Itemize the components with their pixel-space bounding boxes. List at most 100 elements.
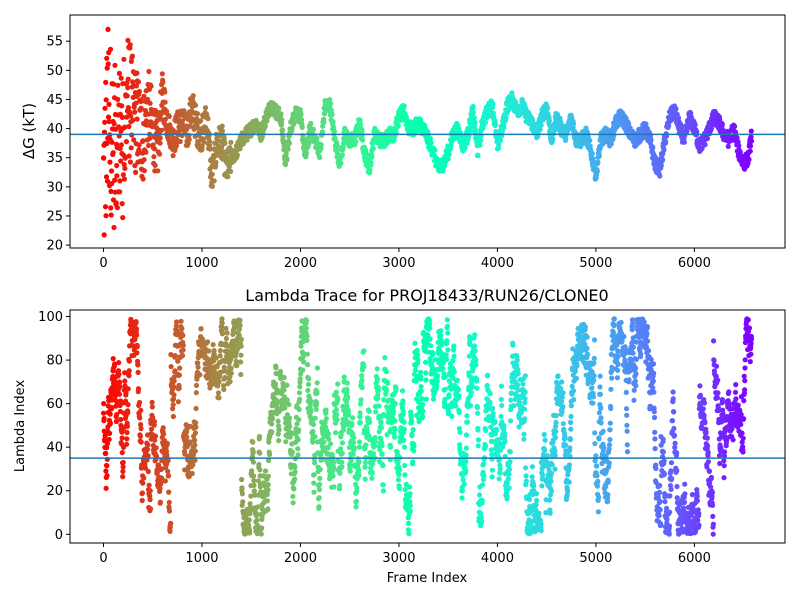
delta-g-data-point: [320, 123, 326, 129]
delta-g-data-point: [331, 128, 337, 134]
delta-g-data-point: [207, 139, 213, 145]
delta-g-x-tick-label: 6000: [678, 256, 711, 271]
delta-g-data-point: [109, 181, 115, 187]
delta-g-data-point: [181, 108, 187, 114]
lambda-data-point: [333, 389, 339, 395]
lambda-data-point: [195, 364, 201, 370]
lambda-data-point: [383, 368, 389, 375]
delta-g-data-point: [358, 121, 364, 127]
lambda-data-point: [251, 482, 257, 488]
lambda-data-point: [401, 419, 407, 425]
delta-g-data-point: [501, 125, 507, 131]
delta-g-data-point: [118, 142, 124, 148]
lambda-data-point: [312, 460, 318, 466]
lambda-data-point: [522, 396, 528, 402]
lambda-data-point: [161, 431, 167, 437]
lambda-data-point: [257, 450, 263, 456]
delta-g-data-point: [395, 123, 401, 129]
lambda-data-point: [104, 473, 110, 479]
lambda-data-point: [328, 441, 334, 447]
lambda-data-point: [362, 464, 368, 470]
lambda-data-point: [170, 402, 176, 408]
lambda-data-point: [419, 401, 426, 407]
delta-g-data-point: [663, 139, 669, 145]
lambda-data-point: [400, 411, 406, 417]
lambda-data-point: [414, 352, 421, 358]
lambda-data-point: [157, 499, 163, 505]
delta-g-data-point: [359, 128, 365, 134]
lambda-data-point: [134, 332, 140, 338]
lambda-data-point: [356, 459, 362, 465]
lambda-data-point: [153, 445, 159, 451]
delta-g-data-point: [130, 117, 136, 123]
lambda-data-point: [474, 376, 480, 382]
lambda-data-point: [290, 500, 296, 506]
delta-g-y-axis-label: ΔG (kT): [20, 103, 38, 159]
lambda-data-point: [107, 420, 113, 426]
lambda-data-point: [273, 365, 279, 371]
lambda-data-point: [373, 409, 379, 415]
lambda-data-point: [430, 396, 437, 402]
lambda-data-point: [479, 518, 485, 524]
lambda-data-point: [103, 485, 109, 491]
delta-g-data-point: [141, 93, 147, 99]
lambda-data-point: [553, 428, 559, 435]
delta-g-data-point: [280, 134, 286, 140]
lambda-data-point: [193, 382, 200, 388]
lambda-data-point: [468, 390, 474, 396]
lambda-data-point: [439, 340, 445, 346]
lambda-data-point: [490, 405, 496, 411]
delta-g-data-point: [118, 75, 124, 81]
lambda-data-point: [476, 492, 483, 498]
lambda-data-point: [135, 369, 141, 375]
lambda-data-point: [369, 475, 375, 481]
lambda-data-point: [334, 417, 340, 423]
lambda-data-point: [125, 386, 131, 392]
lambda-data-point: [483, 427, 489, 434]
delta-g-data-point: [197, 118, 204, 124]
lambda-data-point: [492, 419, 498, 425]
delta-g-data-point: [121, 161, 127, 168]
delta-g-data-point: [303, 150, 309, 156]
lambda-data-point: [505, 476, 511, 482]
delta-g-data-point: [222, 140, 228, 146]
lambda-data-point: [284, 382, 290, 388]
lambda-data-point: [337, 483, 343, 489]
delta-g-data-point: [143, 118, 149, 124]
delta-g-data-point: [659, 157, 666, 163]
lambda-data-point: [124, 429, 130, 436]
delta-g-data-point: [152, 146, 158, 152]
lambda-data-point: [565, 488, 571, 495]
lambda-data-point: [559, 394, 565, 400]
delta-g-data-point: [650, 144, 656, 150]
lambda-data-point: [539, 483, 545, 489]
lambda-data-point: [239, 485, 245, 491]
delta-g-data-point: [219, 128, 225, 134]
lambda-data-point: [264, 491, 270, 498]
delta-g-data-point: [108, 168, 115, 174]
lambda-data-point: [135, 362, 141, 368]
delta-g-data-point: [158, 127, 164, 133]
lambda-data-point: [331, 466, 337, 472]
lambda-data-point: [369, 469, 375, 475]
delta-g-y-tick-label: 20: [46, 239, 63, 254]
lambda-data-point: [479, 482, 486, 488]
lambda-data-point: [375, 395, 381, 401]
delta-g-data-point: [140, 138, 146, 144]
lambda-data-point: [221, 386, 227, 393]
lambda-data-point: [323, 416, 329, 422]
lambda-data-point: [511, 403, 517, 409]
lambda-data-point: [399, 388, 406, 394]
lambda-data-point: [549, 488, 555, 494]
lambda-data-point: [568, 413, 574, 420]
lambda-data-point: [420, 408, 426, 414]
delta-g-data-point: [503, 115, 509, 121]
delta-g-y-tick-label: 35: [46, 151, 63, 166]
lambda-data-point: [504, 493, 510, 499]
lambda-data-point: [555, 373, 561, 379]
lambda-data-point: [496, 476, 502, 482]
delta-g-data-point: [136, 147, 142, 153]
lambda-data-point: [449, 413, 455, 419]
lambda-data-point: [192, 448, 198, 454]
delta-g-data-point: [175, 129, 182, 135]
